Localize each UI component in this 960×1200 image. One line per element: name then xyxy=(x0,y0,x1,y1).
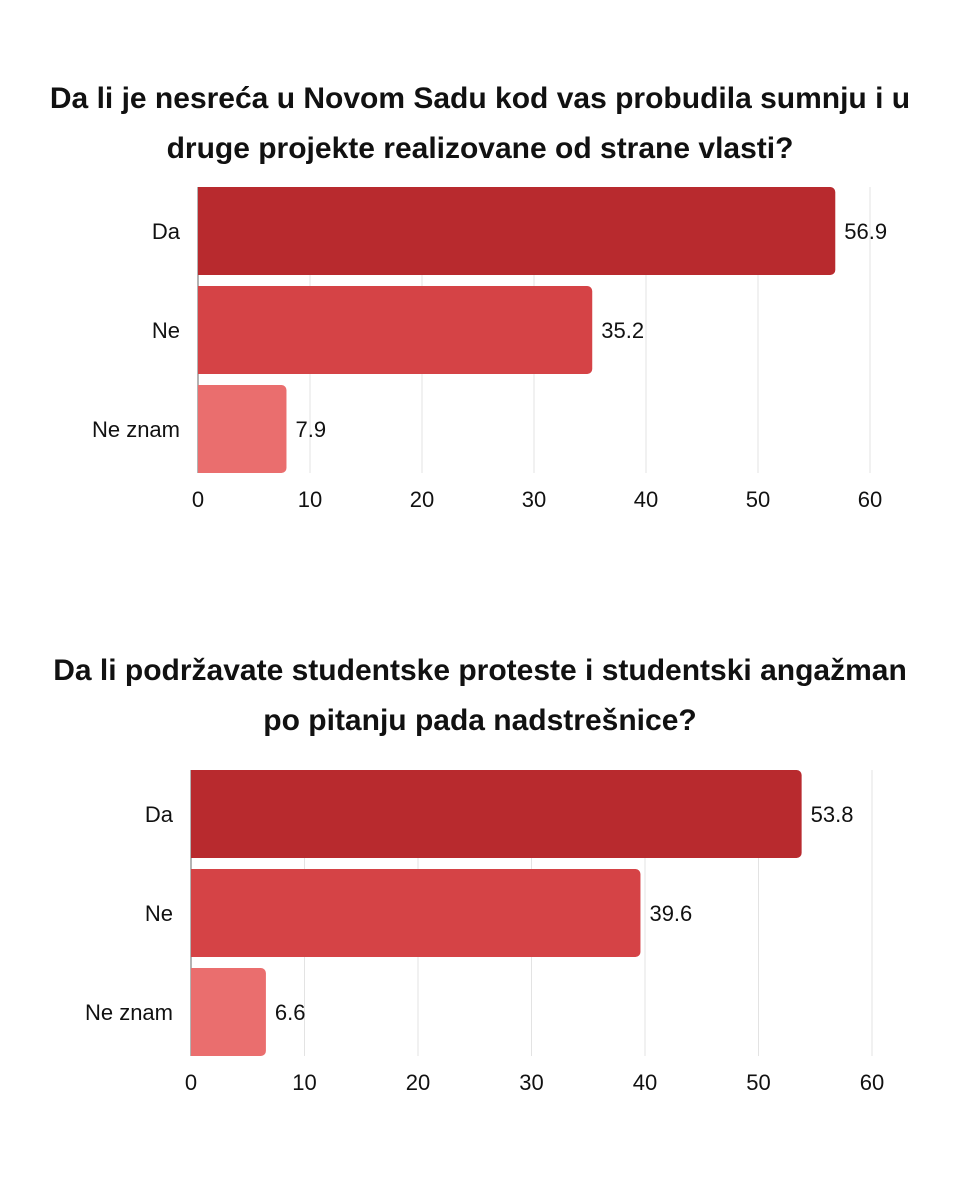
chart-1-title-line-1: Da li je nesreća u Novom Sadu kod vas pr… xyxy=(50,82,910,115)
chart-1-value-label: 56.9 xyxy=(844,219,887,244)
chart-2-bar-ne xyxy=(191,869,641,957)
chart-2-x-tick-label: 20 xyxy=(406,1070,430,1095)
chart-2-bar-base xyxy=(191,869,199,957)
chart-2-value-label: 6.6 xyxy=(275,1000,306,1025)
chart-1-bar-base xyxy=(198,385,206,473)
chart-1-x-tick-label: 0 xyxy=(192,487,204,512)
chart-2-value-label: 39.6 xyxy=(649,901,692,926)
chart-1-category-label: Ne xyxy=(152,318,180,343)
chart-1: Da li je nesreća u Novom Sadu kod vas pr… xyxy=(50,82,910,512)
chart-1-category-label: Da xyxy=(152,219,181,244)
chart-1-bar-da xyxy=(198,187,836,275)
chart-1-x-tick-label: 50 xyxy=(746,487,770,512)
chart-1-category-label: Ne znam xyxy=(92,417,180,442)
chart-2-bar-da xyxy=(191,770,802,858)
chart-1-value-label: 35.2 xyxy=(601,318,644,343)
chart-1-value-label: 7.9 xyxy=(295,417,326,442)
chart-2-x-tick-label: 60 xyxy=(860,1070,884,1095)
chart-2-bar-base xyxy=(191,770,199,858)
chart-2-title-line-2: po pitanju pada nadstrešnice? xyxy=(263,704,696,737)
chart-2-category-label: Da xyxy=(145,802,174,827)
chart-2-x-tick-label: 30 xyxy=(519,1070,543,1095)
chart-1-x-tick-label: 30 xyxy=(522,487,546,512)
chart-1-x-tick-label: 10 xyxy=(298,487,322,512)
chart-1-bar-ne-znam xyxy=(198,385,287,473)
chart-2-x-tick-label: 40 xyxy=(633,1070,657,1095)
chart-2-x-tick-label: 50 xyxy=(746,1070,770,1095)
chart-2: Da li podržavate studentske proteste i s… xyxy=(53,654,907,1095)
chart-2-value-label: 53.8 xyxy=(811,802,854,827)
chart-1-bar-ne xyxy=(198,286,593,374)
chart-1-bar-base xyxy=(198,187,206,275)
chart-2-bar-base xyxy=(191,968,199,1056)
chart-1-title-line-2: druge projekte realizovane od strane vla… xyxy=(167,132,794,165)
chart-1-x-tick-label: 20 xyxy=(410,487,434,512)
chart-2-category-label: Ne xyxy=(145,901,173,926)
chart-2-x-tick-label: 0 xyxy=(185,1070,197,1095)
chart-2-title-line-1: Da li podržavate studentske proteste i s… xyxy=(53,654,907,687)
chart-2-category-label: Ne znam xyxy=(85,1000,173,1025)
chart-1-x-tick-label: 40 xyxy=(634,487,658,512)
chart-2-bar-ne-znam xyxy=(191,968,266,1056)
chart-1-x-tick-label: 60 xyxy=(858,487,882,512)
chart-1-bar-base xyxy=(198,286,206,374)
chart-2-x-tick-label: 10 xyxy=(292,1070,316,1095)
